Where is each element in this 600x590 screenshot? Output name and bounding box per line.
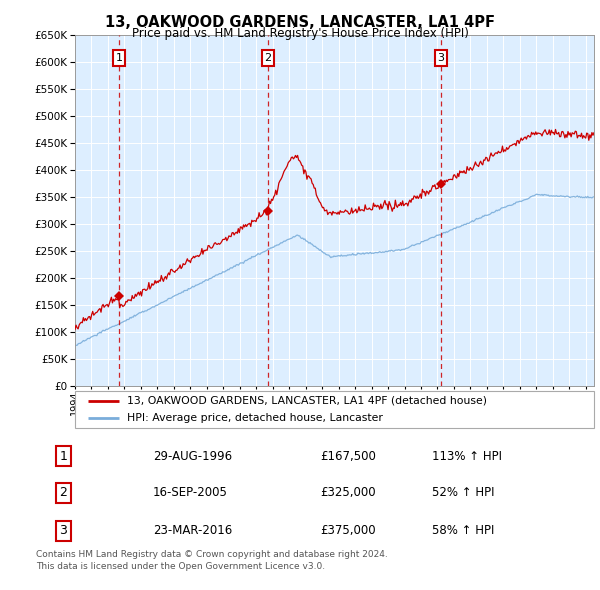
Text: 3: 3	[437, 53, 445, 63]
Text: 13, OAKWOOD GARDENS, LANCASTER, LA1 4PF (detached house): 13, OAKWOOD GARDENS, LANCASTER, LA1 4PF …	[127, 396, 487, 406]
Text: £375,000: £375,000	[320, 525, 376, 537]
Text: 52% ↑ HPI: 52% ↑ HPI	[432, 486, 494, 499]
Text: £325,000: £325,000	[320, 486, 376, 499]
Text: 58% ↑ HPI: 58% ↑ HPI	[432, 525, 494, 537]
Text: Contains HM Land Registry data © Crown copyright and database right 2024.: Contains HM Land Registry data © Crown c…	[36, 550, 388, 559]
Text: £167,500: £167,500	[320, 450, 376, 463]
Text: 13, OAKWOOD GARDENS, LANCASTER, LA1 4PF: 13, OAKWOOD GARDENS, LANCASTER, LA1 4PF	[105, 15, 495, 30]
Text: HPI: Average price, detached house, Lancaster: HPI: Average price, detached house, Lanc…	[127, 413, 383, 423]
Text: 2: 2	[265, 53, 271, 63]
Text: 113% ↑ HPI: 113% ↑ HPI	[432, 450, 502, 463]
Text: 23-MAR-2016: 23-MAR-2016	[153, 525, 232, 537]
Text: 29-AUG-1996: 29-AUG-1996	[153, 450, 232, 463]
Text: Price paid vs. HM Land Registry's House Price Index (HPI): Price paid vs. HM Land Registry's House …	[131, 27, 469, 40]
Text: 1: 1	[59, 450, 67, 463]
Text: 1: 1	[115, 53, 122, 63]
Text: 16-SEP-2005: 16-SEP-2005	[153, 486, 227, 499]
Text: 2: 2	[59, 486, 67, 499]
Text: 3: 3	[59, 525, 67, 537]
Text: This data is licensed under the Open Government Licence v3.0.: This data is licensed under the Open Gov…	[36, 562, 325, 571]
